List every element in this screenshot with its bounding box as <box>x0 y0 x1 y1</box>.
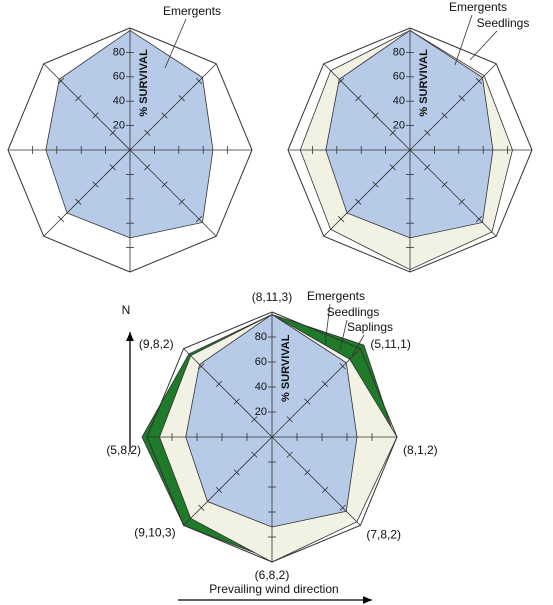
tick-mark <box>372 112 379 119</box>
leader-line <box>454 14 473 66</box>
tick-mark <box>321 486 329 494</box>
y-tick-label: 40 <box>113 95 125 107</box>
tick-mark <box>195 215 203 223</box>
tick-mark <box>198 363 205 370</box>
category-label: (6,8,2) <box>255 568 290 582</box>
tick-mark <box>178 95 185 102</box>
legend-label: Seedlings <box>477 16 530 30</box>
tick-mark <box>355 95 362 102</box>
tick-mark <box>233 398 240 405</box>
category-label: (9,10,3) <box>134 526 175 540</box>
tick-mark <box>75 198 82 205</box>
tick-mark <box>286 416 293 423</box>
tick-mark <box>458 95 465 102</box>
tick-mark <box>424 129 431 136</box>
tick-mark <box>304 398 311 405</box>
tick-mark <box>144 164 151 171</box>
tick-mark <box>161 181 168 188</box>
tick-mark <box>198 504 205 511</box>
tick-mark <box>92 181 99 188</box>
tick-mark <box>337 215 345 223</box>
y-tick-label: 60 <box>255 356 267 368</box>
tick-mark <box>57 215 65 223</box>
series-area <box>45 29 214 239</box>
tick-mark <box>321 380 329 388</box>
legend-label: Saplings <box>347 320 393 334</box>
tick-mark <box>144 129 151 136</box>
axis-label: % SURVIVAL <box>280 334 292 402</box>
tick-mark <box>424 164 431 171</box>
spoke <box>409 63 497 151</box>
axis-label: % SURVIVAL <box>418 49 430 117</box>
leader-line <box>339 319 348 351</box>
y-tick-label: 60 <box>113 71 125 83</box>
leader-line <box>324 303 331 346</box>
category-label: (5,8,2) <box>106 443 141 457</box>
spoke <box>183 348 273 438</box>
spoke <box>323 63 411 151</box>
leader-line <box>351 334 365 357</box>
leader-line <box>164 18 187 69</box>
tick-mark <box>286 451 293 458</box>
wind-label: Prevailing wind direction <box>209 582 338 596</box>
tick-mark <box>475 215 483 223</box>
y-tick-label: 80 <box>393 46 405 58</box>
tick-mark <box>215 380 223 388</box>
tick-mark <box>109 164 116 171</box>
tick-mark <box>458 198 465 205</box>
tick-mark <box>339 504 346 511</box>
tick-mark <box>339 363 346 370</box>
tick-mark <box>389 164 396 171</box>
category-label: (5,11,1) <box>370 337 410 351</box>
y-tick-label: 60 <box>393 71 405 83</box>
y-tick-label: 20 <box>113 120 125 132</box>
y-tick-label: 40 <box>255 381 267 393</box>
spoke <box>43 63 131 151</box>
tick-mark <box>57 77 65 85</box>
y-tick-label: 80 <box>255 331 267 343</box>
tick-mark <box>372 181 379 188</box>
spoke <box>271 348 361 438</box>
tick-mark <box>251 451 258 458</box>
y-tick-label: 20 <box>393 120 405 132</box>
category-label: (8,1,2) <box>403 443 438 457</box>
tick-mark <box>109 129 116 136</box>
legend-label: Emergents <box>449 0 507 14</box>
tick-mark <box>475 77 483 85</box>
tick-mark <box>233 469 240 476</box>
spoke <box>183 436 273 526</box>
tick-mark <box>161 112 168 119</box>
y-tick-label: 40 <box>393 95 405 107</box>
tick-mark <box>389 129 396 136</box>
axis-label: % SURVIVAL <box>138 49 150 117</box>
tick-mark <box>215 486 223 494</box>
tick-mark <box>441 112 448 119</box>
spoke <box>323 149 411 237</box>
y-tick-label: 80 <box>113 46 125 58</box>
spoke <box>271 436 361 526</box>
tick-mark <box>195 77 203 85</box>
legend-label: Emergents <box>163 4 221 18</box>
spoke <box>129 63 217 151</box>
category-label: (8,11,3) <box>252 290 292 304</box>
tick-mark <box>251 416 258 423</box>
tick-mark <box>337 77 345 85</box>
north-label: N <box>122 303 131 317</box>
category-label: (7,8,2) <box>366 528 401 542</box>
tick-mark <box>355 198 362 205</box>
spoke <box>129 149 217 237</box>
tick-mark <box>304 469 311 476</box>
tick-mark <box>92 112 99 119</box>
legend-label: Seedlings <box>327 305 380 319</box>
spoke <box>409 149 497 237</box>
y-tick-label: 20 <box>255 406 267 418</box>
tick-mark <box>441 181 448 188</box>
leader-line <box>469 30 498 61</box>
category-label: (9,8,2) <box>139 337 174 351</box>
legend-label: Emergents <box>307 289 365 303</box>
tick-mark <box>75 95 82 102</box>
tick-mark <box>178 198 185 205</box>
spoke <box>43 149 131 237</box>
